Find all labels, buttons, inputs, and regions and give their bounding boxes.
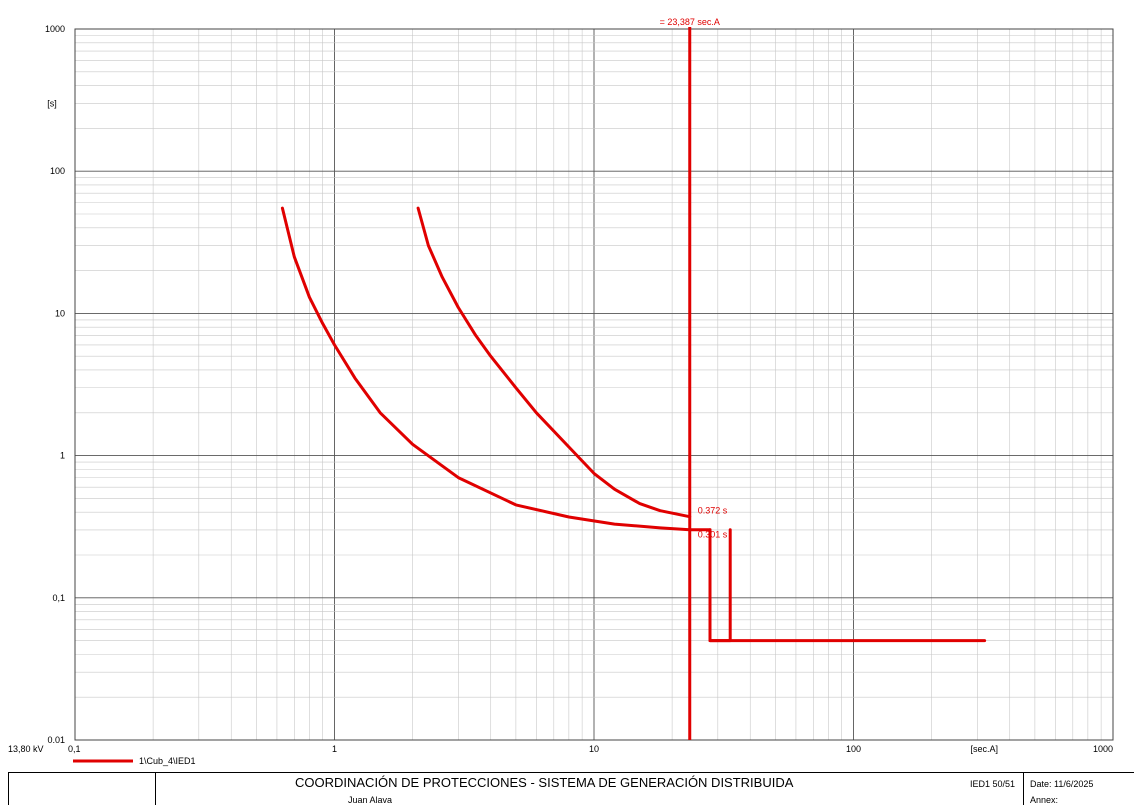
y-tick-label: 0,1 <box>52 593 65 603</box>
y-tick-label: 0.01 <box>47 735 65 745</box>
device-label: IED1 50/51 <box>970 779 1016 789</box>
x-tick-label: 10 <box>589 744 599 754</box>
tick-labels: 0,1 1 10 100 10000.010,11101001000[sec.A][s]… <box>8 24 1113 754</box>
report-title: COORDINACIÓN DE PROTECCIONES - SISTEMA D… <box>295 775 794 790</box>
time-annotation: 0.301 s <box>698 530 728 540</box>
title-block-divider <box>1023 772 1024 805</box>
y-tick-label: 100 <box>50 166 65 176</box>
marker-label-bg <box>654 16 725 27</box>
y-tick-label: 1 <box>60 451 65 461</box>
date-label: Date: 11/6/2025 <box>1030 779 1094 789</box>
curve-group <box>280 20 987 740</box>
annex-label: Annex: <box>1030 795 1059 805</box>
grid-lines <box>74 28 1114 741</box>
y-axis-label: [s] <box>47 98 57 108</box>
annotation-group: 1\Cub_4\IED1 = 23,387 sec.A 0.372 s 0.301 s <box>73 16 728 766</box>
x-tick-label: 1 <box>332 744 337 754</box>
relay-curve-segment <box>708 528 732 643</box>
y-tick-label: 10 <box>55 308 65 318</box>
relay-curve-segment <box>280 206 712 532</box>
x-tick-label: 0,1 <box>68 744 81 754</box>
x-axis-label: [sec.A] <box>970 744 998 754</box>
time-annotation: 0.372 s <box>698 506 728 516</box>
y-tick-label: 1000 <box>45 24 65 34</box>
marker-label: = 23,387 sec.A <box>660 17 720 27</box>
legend-label: 1\Cub_4\IED1 <box>139 756 196 766</box>
author-name: Juan Alava <box>348 795 393 805</box>
relay-curve-segment <box>416 206 692 519</box>
voltage-label: 13,80 kV <box>8 744 44 754</box>
plot-border <box>74 28 1114 741</box>
title-block-divider <box>155 772 156 805</box>
title-block <box>8 772 1134 805</box>
x-tick-label: 100 <box>846 744 861 754</box>
x-tick-label: 1000 <box>1093 744 1113 754</box>
